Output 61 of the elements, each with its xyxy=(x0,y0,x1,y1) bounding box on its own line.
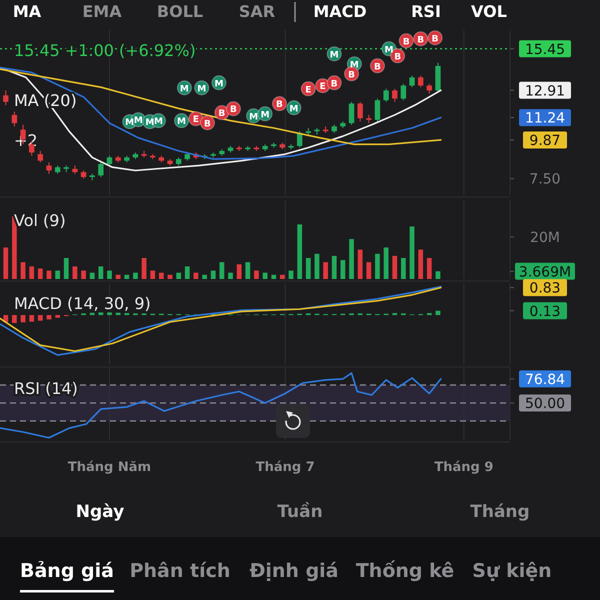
data-label: E xyxy=(192,115,200,126)
data-label: M xyxy=(177,117,186,128)
text: Thống kê xyxy=(356,560,454,582)
data-label: M xyxy=(197,84,206,94)
data-label: E xyxy=(305,85,312,96)
y-tick-label: 3.669M xyxy=(518,264,572,280)
x-tick-label: Tháng 9 xyxy=(434,460,494,475)
text: Tháng xyxy=(470,502,530,522)
text: RSI (14) xyxy=(14,379,78,398)
series-label: MA (20) xyxy=(14,91,77,110)
data-label: B xyxy=(276,100,284,110)
text: Bảng giá xyxy=(20,560,114,582)
data-label: E xyxy=(320,82,326,92)
y-tick-label: 76.84 xyxy=(524,372,566,388)
text: SAR xyxy=(238,2,276,21)
data-label: B xyxy=(204,119,212,130)
y-tick-label: 20M xyxy=(530,230,560,246)
data-label: B xyxy=(374,62,382,72)
data-label: M xyxy=(260,110,270,120)
data-label: B xyxy=(330,79,338,90)
x-tick-label: Tháng 7 xyxy=(256,460,315,475)
y-tick-label: 0.83 xyxy=(529,280,561,297)
data-label: M xyxy=(384,45,394,56)
data-label: M xyxy=(249,112,258,122)
data-label: M xyxy=(154,117,163,128)
data-label: B xyxy=(417,35,424,46)
text: VOL xyxy=(471,2,507,21)
y-tick-label: 15.45 xyxy=(524,42,566,58)
data-label: B xyxy=(230,105,237,116)
y-tick-label: 9.87 xyxy=(529,132,561,149)
text: BOLL xyxy=(156,2,204,21)
y-tick-label: 11.24 xyxy=(524,110,566,127)
y-tick-label: 50.00 xyxy=(524,396,566,412)
text: Ngày xyxy=(76,502,124,522)
text: 15.45 +1.00 (+6.92%) xyxy=(14,41,196,60)
y-tick-label: 12.91 xyxy=(524,83,566,100)
data-label: B xyxy=(394,52,402,62)
data-label: B xyxy=(432,34,439,44)
data-label: M xyxy=(125,118,134,128)
data-label: M xyxy=(350,60,359,70)
data-label: M xyxy=(214,79,224,90)
text: Tuần xyxy=(277,502,323,522)
text: Định giá xyxy=(249,560,339,582)
x-tick-label: Tháng Năm xyxy=(68,460,152,475)
y-tick-label: 7.50 xyxy=(529,172,561,188)
data-label: B xyxy=(348,70,356,80)
data-label: M xyxy=(134,116,143,126)
text: MACD (14, 30, 9) xyxy=(14,294,151,313)
text: RSI xyxy=(411,2,441,21)
data-label: B xyxy=(402,37,410,48)
text: MACD xyxy=(313,2,367,21)
data-label: M xyxy=(145,118,154,128)
y-tick-label: 0.13 xyxy=(529,304,561,320)
text: MA xyxy=(12,2,42,21)
text: Sự kiện xyxy=(472,560,552,582)
data-label: M xyxy=(180,84,189,94)
text: EMA xyxy=(82,2,122,21)
text: Phân tích xyxy=(130,560,230,582)
data-label: M xyxy=(289,104,298,114)
data-label: M xyxy=(330,50,339,60)
data-label: B xyxy=(218,109,226,120)
